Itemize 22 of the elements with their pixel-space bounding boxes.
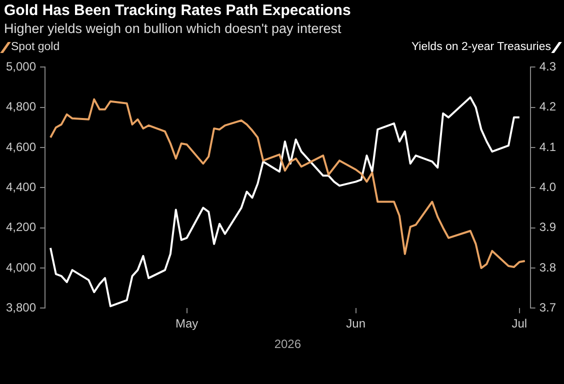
- x-tick-label: Jun: [346, 316, 366, 331]
- y2-tick-label: 4.1: [539, 140, 556, 154]
- legend-label: Spot gold: [11, 41, 60, 53]
- y2-tick-label: 4.0: [539, 180, 556, 194]
- y-tick-label: 4,000: [6, 260, 36, 274]
- chart-title: Gold Has Been Tracking Rates Path Expecations: [4, 2, 351, 19]
- y-tick-label: 4,200: [6, 220, 36, 234]
- y-tick-label: 3,800: [6, 300, 36, 315]
- y2-tick-label: 3.9: [539, 220, 556, 234]
- y-tick-label: 4,400: [6, 180, 36, 194]
- chart-subtitle: Higher yields weigh on bullion which doesn't pay interest: [4, 21, 342, 36]
- y2-tick-label: 3.8: [539, 260, 556, 274]
- x-tick-label: May: [175, 316, 198, 331]
- text: Yields on 2-year Treasuries: [411, 41, 551, 53]
- y-tick-label: 5,000: [6, 60, 36, 74]
- y2-tick-label: 4.3: [539, 60, 556, 74]
- y-tick-label: 4,600: [6, 140, 36, 154]
- y2-tick-label: 4.2: [539, 100, 556, 114]
- x-axis-title: 2026: [274, 337, 302, 352]
- x-tick-label: Jul: [512, 316, 528, 331]
- y-tick-label: 4,800: [6, 100, 36, 114]
- y2-tick-label: 3.7: [539, 300, 556, 315]
